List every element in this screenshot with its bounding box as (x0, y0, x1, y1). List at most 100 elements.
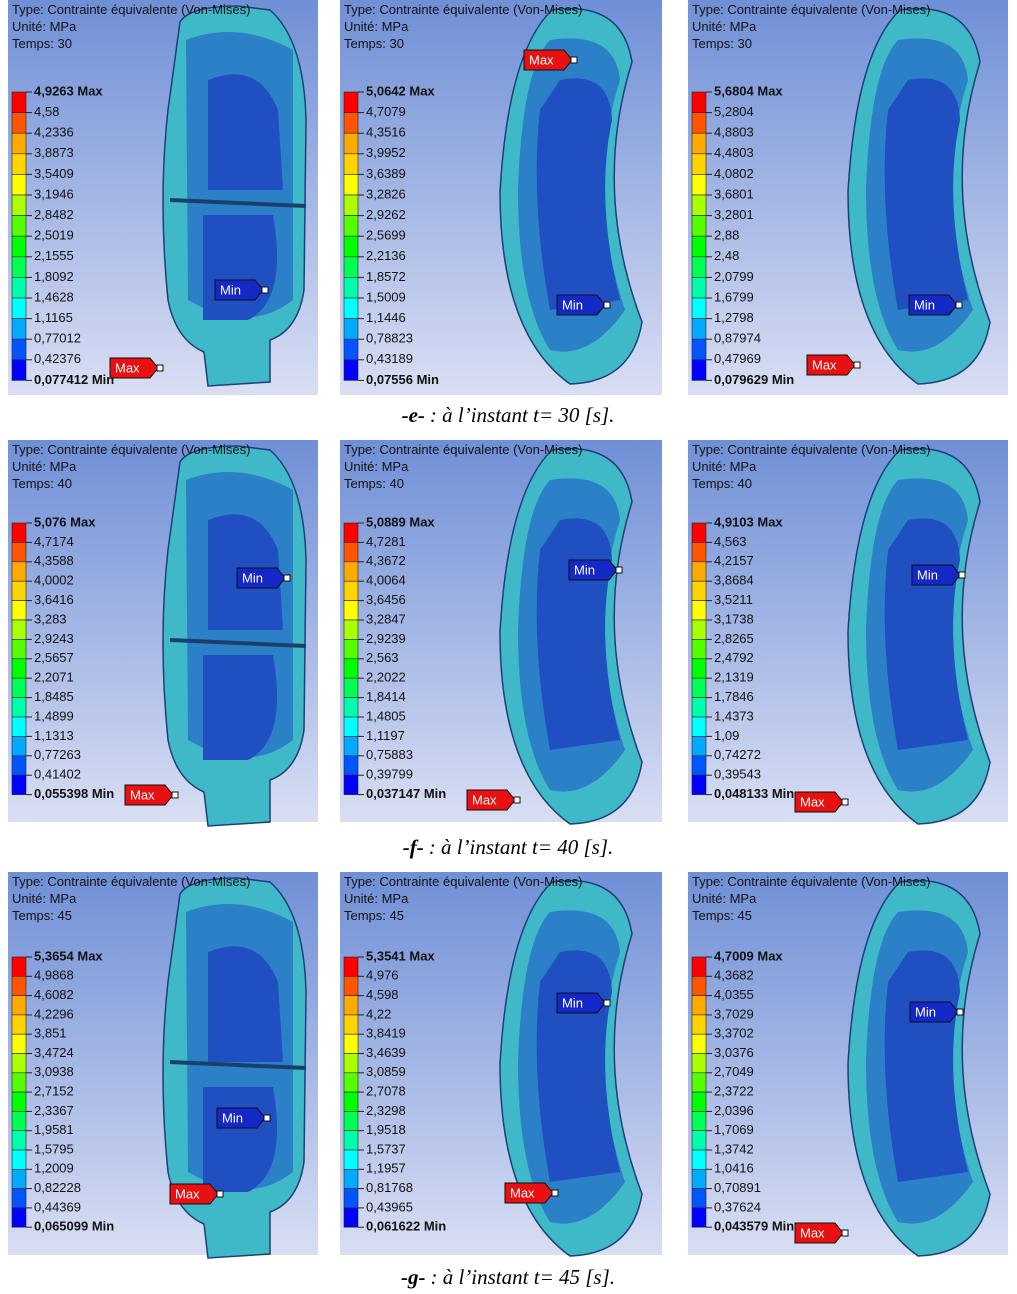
legend-swatch (11, 639, 27, 660)
legend-label: 2,7049 (714, 1064, 754, 1079)
header-line: Temps: 45 (12, 908, 72, 923)
legend-swatch (691, 256, 707, 278)
legend-swatch (343, 774, 359, 795)
legend-label: 5,0889 Max (366, 514, 435, 529)
probe-label: Min (562, 995, 583, 1010)
legend-swatch (343, 1168, 359, 1189)
legend-label: 3,851 (34, 1026, 67, 1041)
legend-label: 2,563 (366, 650, 399, 665)
legend-label: 1,8414 (366, 689, 406, 704)
header-line: Type: Contrainte équivalente (Von-Mises) (692, 874, 930, 889)
legend-label: 3,5409 (34, 166, 74, 181)
legend-label: 4,58 (34, 104, 59, 119)
legend-label: 5,2804 (714, 104, 754, 119)
probe-tag (806, 354, 856, 376)
header-line: Unité: MPa (12, 459, 77, 474)
legend-label: 4,7009 Max (714, 948, 783, 963)
legend-swatch (691, 522, 707, 543)
legend-label: 1,2009 (34, 1161, 74, 1176)
legend-swatch (11, 132, 27, 155)
legend-label: 3,6456 (366, 592, 406, 607)
legend-swatch (691, 736, 707, 757)
legend-swatch (343, 235, 359, 258)
pad-core (208, 946, 283, 1062)
probe-tag (911, 564, 961, 586)
legend-label: 0,048133 Min (714, 786, 794, 801)
legend-label: 3,1738 (714, 611, 754, 626)
legend-label: 5,3654 Max (34, 948, 103, 963)
legend-label: 0,39799 (366, 767, 413, 782)
legend-label: 3,4724 (34, 1045, 74, 1060)
legend-swatch (343, 297, 359, 319)
legend-swatch (691, 1091, 707, 1112)
legend-label: 0,47969 (714, 351, 761, 366)
legend-label: 0,77012 (34, 331, 81, 346)
legend-label: 2,9243 (34, 631, 74, 646)
panel: Type: Contrainte équivalente (Von-Mises)… (8, 440, 318, 827)
probe-point (841, 1229, 849, 1237)
legend-label: 4,7281 (366, 534, 406, 549)
legend-label: 2,3367 (34, 1103, 74, 1118)
legend-swatch (343, 1053, 359, 1074)
probe-tag (556, 294, 606, 316)
legend-label: 1,1165 (34, 310, 73, 325)
probe-tag (216, 1107, 266, 1129)
legend-swatch (691, 277, 707, 299)
header-line: Unité: MPa (692, 459, 757, 474)
legend-swatch (691, 91, 707, 113)
legend-label: 0,75883 (366, 747, 413, 762)
legend-label: 2,8265 (714, 631, 754, 646)
header-line: Type: Contrainte équivalente (Von-Mises) (692, 442, 930, 457)
legend-label: 3,5211 (714, 592, 753, 607)
legend-label: 4,2336 (34, 125, 74, 140)
legend-swatch (343, 658, 359, 679)
probe-label: Max (472, 792, 497, 807)
legend-swatch (343, 755, 359, 776)
legend-swatch (11, 1207, 27, 1228)
legend-swatch (343, 956, 359, 977)
legend-swatch (343, 561, 359, 582)
legend-label: 4,7174 (34, 534, 74, 549)
legend-label: 0,065099 Min (34, 1219, 114, 1234)
legend-label: 2,7152 (34, 1084, 74, 1099)
legend-swatch (343, 1014, 359, 1035)
legend-swatch (11, 1072, 27, 1093)
header-line: Temps: 30 (12, 36, 72, 51)
legend-swatch (691, 1072, 707, 1093)
legend-label: 0,78823 (366, 331, 413, 346)
probe-tag (909, 1001, 959, 1023)
probe-point (956, 1008, 964, 1016)
probe-tag (236, 567, 286, 589)
legend-swatch (343, 1188, 359, 1209)
legend-label: 4,9868 (34, 968, 74, 983)
legend-label: 3,7029 (714, 1006, 754, 1021)
legend-label: 3,2847 (366, 611, 406, 626)
caption-label: -f- (403, 835, 424, 859)
header-line: Unité: MPa (12, 891, 77, 906)
legend-swatch (11, 1091, 27, 1112)
legend-label: 0,043579 Min (714, 1219, 794, 1234)
legend-swatch (11, 522, 27, 543)
legend-label: 4,4803 (714, 145, 754, 160)
legend-label: 4,2296 (34, 1006, 74, 1021)
probe-tag (466, 789, 516, 811)
probe-point (603, 301, 611, 309)
pad-core (203, 655, 278, 760)
header-line: Type: Contrainte équivalente (Von-Mises) (12, 2, 250, 17)
legend-label: 4,976 (366, 968, 399, 983)
legend-label: 1,4805 (366, 708, 406, 723)
header-line: Unité: MPa (344, 19, 409, 34)
legend-swatch (691, 697, 707, 718)
legend-swatch (11, 1053, 27, 1074)
legend-swatch (11, 600, 27, 621)
legend-label: 4,6082 (34, 987, 74, 1002)
header-line: Temps: 40 (692, 476, 752, 491)
legend-swatch (343, 677, 359, 698)
legend-swatch (11, 580, 27, 601)
legend-swatch (343, 1130, 359, 1151)
legend-label: 0,74272 (714, 747, 761, 762)
legend-swatch (343, 1091, 359, 1112)
probe-point (955, 301, 963, 309)
probe-label: Min (562, 297, 583, 312)
legend-label: 1,7069 (714, 1122, 754, 1137)
